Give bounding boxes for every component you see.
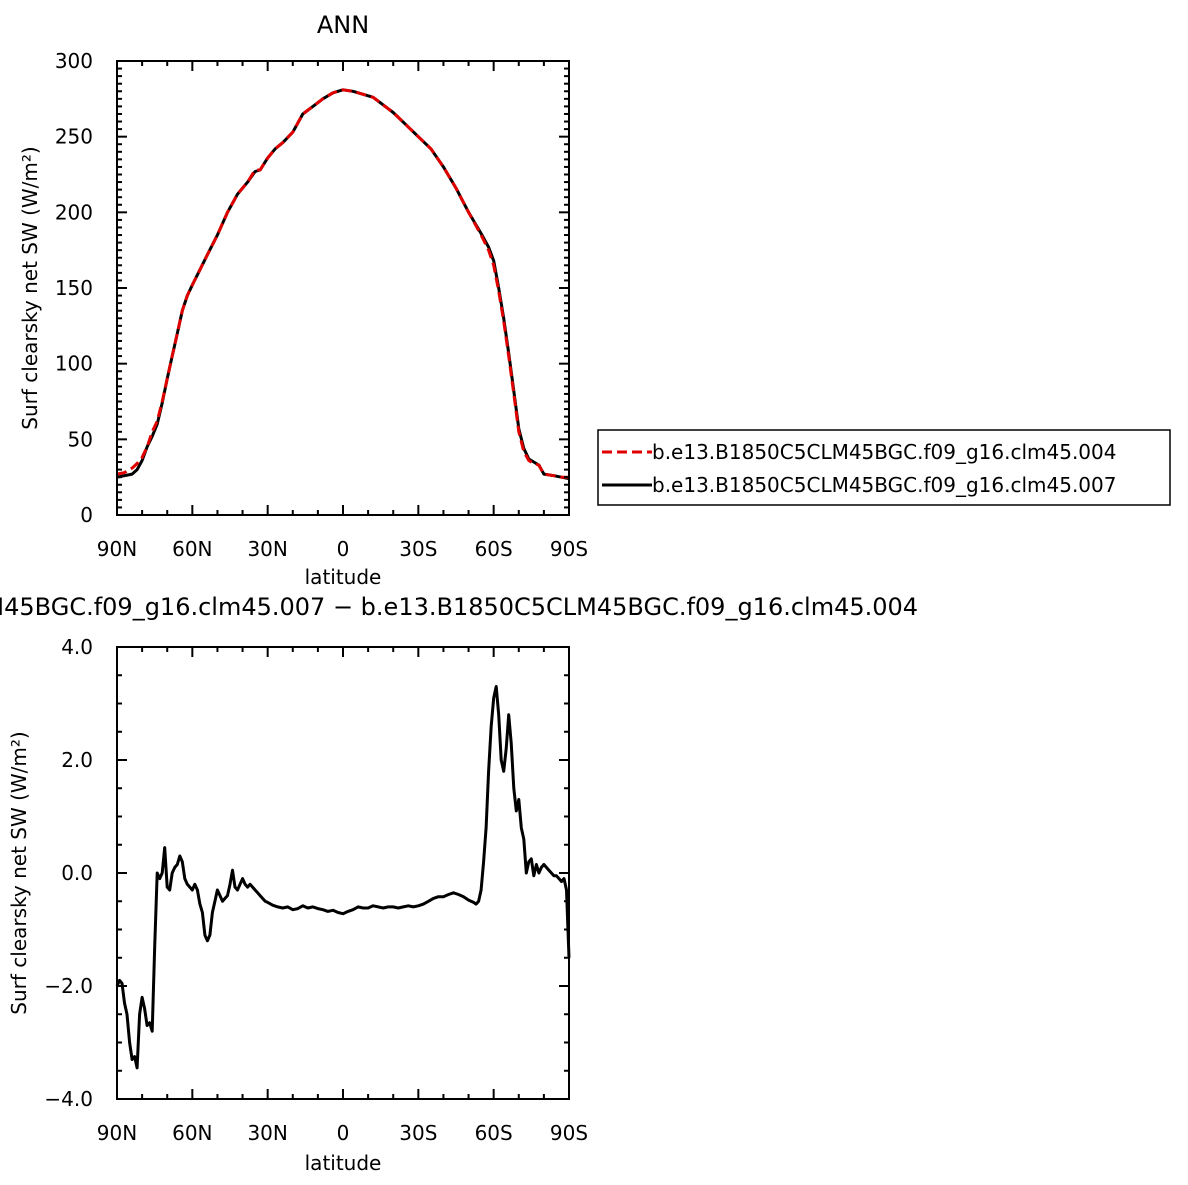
top-x-tick-label: 90N (97, 537, 137, 561)
bottom-y-tick-label: 0.0 (61, 861, 93, 885)
bottom-y-tick-label: 4.0 (61, 635, 93, 659)
top-chart-title: ANN (317, 11, 369, 39)
top-y-tick-label: 250 (55, 125, 93, 149)
bottom-x-tick-label: 0 (337, 1121, 350, 1145)
top-series-line-1 (116, 88, 570, 481)
top-x-tick-label: 30S (399, 537, 437, 561)
bottom-x-tick-label: 90N (97, 1121, 137, 1145)
bottom-chart-title: b.e13.B1850C5CLM45BGC.f09_g16.clm45.007 … (0, 593, 918, 621)
legend-label-004: b.e13.B1850C5CLM45BGC.f09_g16.clm45.004 (652, 440, 1116, 464)
top-y-tick-label: 50 (68, 427, 93, 451)
top-series-line-0 (116, 88, 569, 479)
bottom-x-tick-label: 30S (399, 1121, 437, 1145)
bottom-y-tick-label: 2.0 (61, 748, 93, 772)
bottom-x-tick-label: 30N (247, 1121, 287, 1145)
bottom-y-tick-label: −2.0 (44, 974, 93, 998)
top-y-tick-label: 0 (80, 503, 93, 527)
legend-label-007: b.e13.B1850C5CLM45BGC.f09_g16.clm45.007 (652, 473, 1116, 497)
top-line-chart: ANN Surf clearsky net SW (W/m²) latitude… (18, 11, 588, 589)
bottom-x-tick-label: 90S (550, 1121, 588, 1145)
top-chart-ticks: 90N 60N 30N 0 30S 60S 90S 0 50 100 150 200 250 300 (55, 49, 588, 561)
bottom-chart-ticks: 90N 60N 30N 0 30S 60S 90S −4.0 −2.0 0.0 2.0 4.0 (44, 635, 588, 1145)
top-chart-lines (116, 88, 570, 481)
top-x-tick-label: 30N (247, 537, 287, 561)
legend-box (597, 429, 1171, 506)
top-x-tick-label: 0 (337, 537, 350, 561)
bottom-chart-xlabel: latitude (305, 1151, 382, 1175)
bottom-x-tick-label: 60S (475, 1121, 513, 1145)
bottom-difference-chart: b.e13.B1850C5CLM45BGC.f09_g16.clm45.007 … (0, 593, 918, 1175)
bottom-chart-ylabel: Surf clearsky net SW (W/m²) (7, 731, 31, 1014)
top-chart-ylabel: Surf clearsky net SW (W/m²) (18, 146, 42, 429)
top-y-tick-label: 300 (55, 49, 93, 73)
top-y-tick-label: 200 (55, 200, 93, 224)
legend: b.e13.B1850C5CLM45BGC.f09_g16.clm45.004 … (597, 429, 1171, 506)
top-y-tick-label: 150 (55, 276, 93, 300)
top-x-tick-label: 60N (172, 537, 212, 561)
bottom-y-tick-label: −4.0 (44, 1087, 93, 1111)
top-x-tick-label: 60S (475, 537, 513, 561)
bottom-x-tick-label: 60N (172, 1121, 212, 1145)
bottom-chart-lines (115, 685, 571, 1070)
top-chart-xlabel: latitude (305, 565, 382, 589)
top-x-tick-label: 90S (550, 537, 588, 561)
top-y-tick-label: 100 (55, 352, 93, 376)
top-chart-frame (116, 60, 570, 516)
bottom-series-line-0 (115, 685, 571, 1070)
